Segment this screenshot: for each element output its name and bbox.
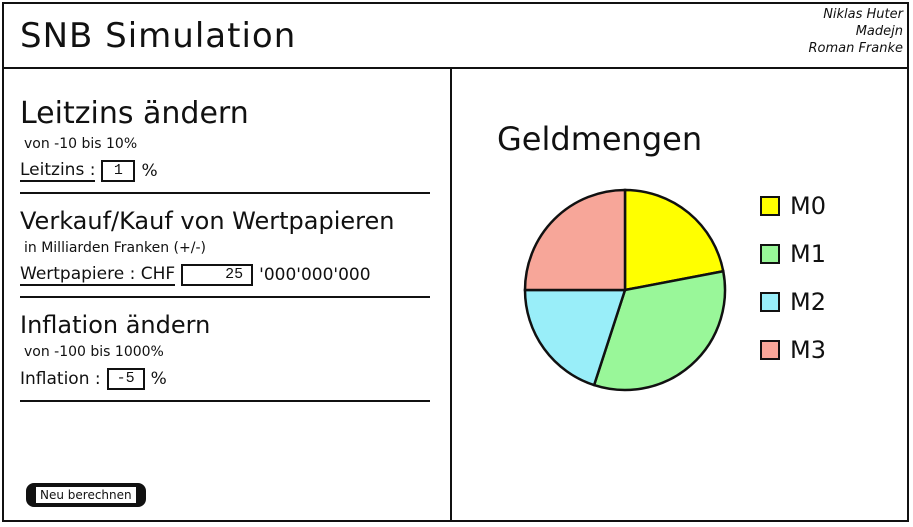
legend-item-m3: M3 — [760, 336, 826, 364]
wertpapiere-label: Wertpapiere : CHF — [20, 264, 176, 286]
legend-item-m0: M0 — [760, 192, 826, 220]
author-3: Roman Franke — [808, 41, 903, 56]
legend-label: M0 — [790, 192, 826, 220]
separator-1 — [20, 192, 430, 194]
pie-slice-m2 — [523, 288, 627, 387]
money-supply-pie-chart — [523, 188, 727, 392]
inflation-heading: Inflation ändern — [20, 311, 211, 339]
header: SNB Simulation Niklas Huter Madejn Roman… — [2, 2, 909, 69]
leitzins-input[interactable]: 1 — [101, 160, 136, 182]
separator-2 — [20, 296, 430, 298]
recalculate-button[interactable]: Neu berechnen — [26, 483, 146, 507]
inflation-label: Inflation : — [20, 369, 101, 389]
chart-legend: M0 M1 M2 M3 — [760, 192, 826, 384]
leitzins-row: Leitzins : 1 % — [20, 160, 430, 182]
legend-label: M1 — [790, 240, 826, 268]
legend-swatch — [760, 244, 780, 264]
leitzins-label: Leitzins : — [20, 160, 96, 182]
controls-panel: Leitzins ändern von -10 bis 10% Leitzins… — [20, 96, 430, 414]
wertpapiere-range: in Milliarden Franken (+/-) — [24, 240, 206, 256]
authors: Niklas Huter Madejn Roman Franke — [808, 6, 903, 57]
inflation-unit: % — [150, 369, 167, 389]
leitzins-unit: % — [141, 161, 158, 181]
wertpapiere-section: Verkauf/Kauf von Wertpapieren in Milliar… — [20, 206, 430, 286]
legend-label: M2 — [790, 288, 826, 316]
chart-title: Geldmengen — [497, 120, 703, 158]
leitzins-section: Leitzins ändern von -10 bis 10% Leitzins… — [20, 96, 430, 182]
panel-divider — [450, 67, 452, 522]
legend-swatch — [760, 292, 780, 312]
wertpapiere-row: Wertpapiere : CHF 25 '000'000'000 — [20, 264, 430, 286]
separator-3 — [20, 400, 430, 402]
inflation-range: von -100 bis 1000% — [24, 344, 164, 360]
inflation-input[interactable]: -5 — [106, 368, 145, 390]
author-1: Niklas Huter — [823, 7, 903, 22]
legend-swatch — [760, 340, 780, 360]
wertpapiere-input[interactable]: 25 — [181, 264, 254, 286]
legend-label: M3 — [790, 336, 826, 364]
inflation-row: Inflation : -5 % — [20, 368, 430, 390]
legend-swatch — [760, 196, 780, 216]
inflation-section: Inflation ändern von -100 bis 1000% Infl… — [20, 310, 430, 390]
app-title: SNB Simulation — [20, 16, 297, 56]
pie-slice-m1 — [592, 269, 727, 392]
pie-slice-m3 — [523, 188, 627, 292]
leitzins-heading: Leitzins ändern — [20, 96, 249, 131]
pie-slice-m0 — [623, 188, 725, 292]
wertpapiere-suffix: '000'000'000 — [259, 265, 371, 285]
recalculate-label: Neu berechnen — [36, 487, 136, 503]
legend-item-m1: M1 — [760, 240, 826, 268]
leitzins-range: von -10 bis 10% — [24, 136, 138, 152]
author-2: Madejn — [855, 24, 903, 39]
legend-item-m2: M2 — [760, 288, 826, 316]
wertpapiere-heading: Verkauf/Kauf von Wertpapieren — [20, 207, 395, 235]
